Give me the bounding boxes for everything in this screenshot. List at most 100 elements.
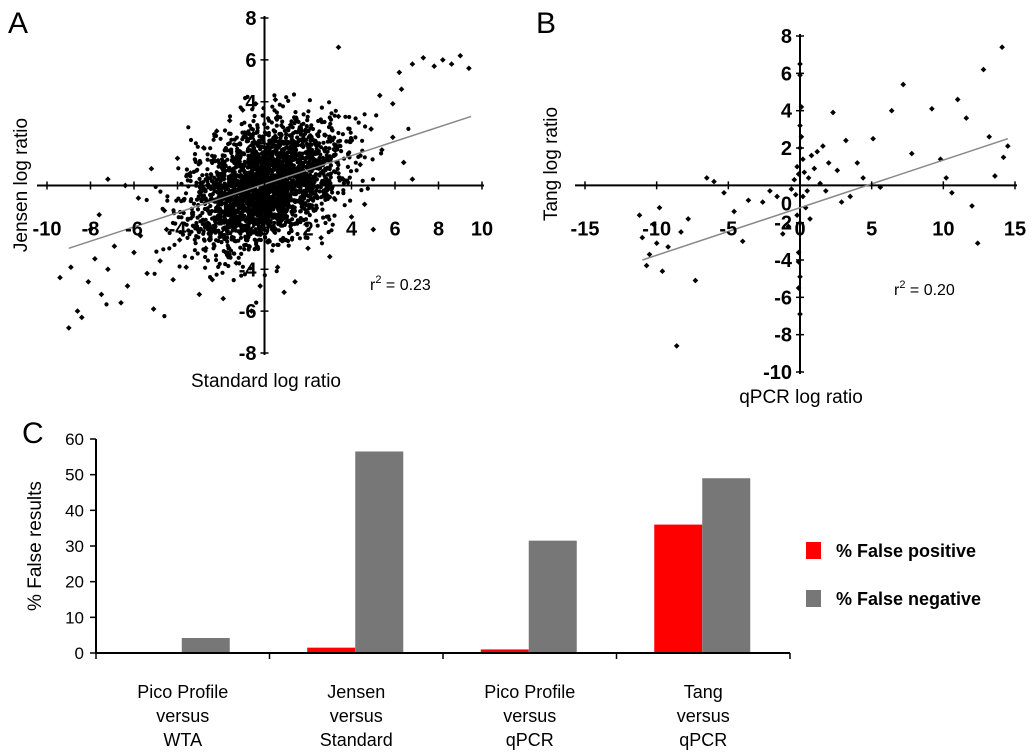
scatter-point xyxy=(137,232,144,239)
scatter-a-cloud-point xyxy=(245,227,250,232)
scatter-a-cloud-point xyxy=(274,149,279,154)
scatter-point xyxy=(96,211,103,218)
scatter-point xyxy=(639,234,646,241)
scatter-b-r2: r2 = 0.20 xyxy=(894,279,955,299)
scatter-a-cloud-point xyxy=(342,203,347,208)
scatter-a-cloud-point xyxy=(283,157,288,162)
y-tick-label: 60 xyxy=(65,430,84,449)
scatter-a-cloud-point xyxy=(362,155,367,160)
scatter-a-cloud-point xyxy=(295,231,300,237)
scatter-a-cloud-point xyxy=(185,178,190,183)
scatter-point xyxy=(161,207,168,214)
scatter-a-cloud-point xyxy=(370,177,376,182)
scatter-point xyxy=(111,243,118,250)
y-tick-label: 6 xyxy=(781,63,792,85)
scatter-a-cloud-point xyxy=(284,141,290,147)
y-tick-label: -2 xyxy=(239,217,257,239)
y-tick-label: 20 xyxy=(65,573,84,592)
x-tick-label: 2 xyxy=(302,219,313,241)
scatter-point xyxy=(457,52,464,59)
scatter-a-cloud-point xyxy=(239,212,244,218)
scatter-a-cloud-point xyxy=(277,102,282,107)
scatter-a-cloud-point xyxy=(200,173,205,178)
scatter-a-cloud-point xyxy=(144,197,149,203)
legend-label: % False positive xyxy=(836,541,976,561)
scatter-a-cloud-point xyxy=(287,218,292,223)
scatter-point xyxy=(287,121,294,128)
scatter-a-cloud-point xyxy=(328,175,333,180)
scatter-a-cloud-point xyxy=(265,239,270,244)
scatter-point xyxy=(379,147,385,153)
scatter-point xyxy=(692,277,699,284)
scatter-a-cloud-point xyxy=(214,205,219,211)
scatter-a-cloud-point xyxy=(193,159,198,164)
scatter-point xyxy=(834,167,841,174)
scatter-a-cloud-point xyxy=(243,237,249,243)
scatter-a-cloud-point xyxy=(238,235,244,240)
scatter-point xyxy=(800,193,806,200)
scatter-b-axes: -15 -10 -5 0 5 10 15 -10 -8 -6 -4 -2 2 4 6 8 0 xyxy=(571,26,1027,384)
scatter-point xyxy=(396,69,403,76)
x-tick-label: 6 xyxy=(389,219,400,241)
scatter-a-cloud-point xyxy=(264,174,269,179)
scatter-point xyxy=(721,189,727,196)
scatter-a-cloud-point xyxy=(235,221,240,226)
scatter-a-cloud-point xyxy=(316,118,321,124)
scatter-a-cloud-point xyxy=(321,215,326,220)
scatter-a-cloud-point xyxy=(301,189,306,194)
scatter-a-cloud-point xyxy=(205,175,210,181)
scatter-a-cloud-point xyxy=(306,203,311,208)
scatter-a-cloud-point xyxy=(162,314,167,319)
scatter-a-cloud-point xyxy=(305,235,310,240)
scatter-a-cloud-point xyxy=(172,242,177,247)
scatter-a-cloud-point xyxy=(228,231,233,236)
scatter-a-cloud-point xyxy=(198,213,203,218)
scatter-point xyxy=(908,150,915,157)
scatter-a-cloud-point xyxy=(224,197,229,202)
scatter-a-cloud-point xyxy=(311,208,316,213)
scatter-a-cloud-point xyxy=(165,198,170,203)
scatter-a-cloud-point xyxy=(223,147,228,152)
scatter-a-cloud-point xyxy=(265,203,270,209)
scatter-a-cloud-point xyxy=(292,166,298,172)
scatter-a-cloud-point xyxy=(225,239,230,244)
scatter-a-cloud-point xyxy=(325,196,330,202)
scatter-a-cloud-point xyxy=(309,123,314,128)
scatter-a-cloud-point xyxy=(345,151,351,156)
scatter-a-cloud-point xyxy=(223,212,228,217)
scatter-a-cloud-point xyxy=(283,135,288,140)
scatter-a-cloud-point xyxy=(231,189,236,194)
scatter-a-cloud-point xyxy=(298,209,303,214)
scatter-point xyxy=(466,65,472,72)
scatter-a-cloud-point xyxy=(344,178,350,183)
scatter-a-cloud-point xyxy=(290,211,295,216)
scatter-a-cloud-point xyxy=(365,186,370,191)
scatter-a-cloud-point xyxy=(191,224,196,229)
scatter-a-cloud-point xyxy=(245,165,250,170)
scatter-a-cloud-point xyxy=(309,177,315,182)
scatter-a-cloud-point xyxy=(327,146,332,151)
scatter-a-cloud-point xyxy=(238,163,243,168)
scatter-a-cloud-point xyxy=(201,186,206,191)
scatter-a-cloud-point xyxy=(229,207,234,212)
scatter-a-cloud-point xyxy=(258,157,263,163)
scatter-point xyxy=(767,188,773,194)
scatter-a-cloud-point xyxy=(329,228,334,233)
x-tick-label: -5 xyxy=(719,218,737,240)
scatter-a-cloud-point xyxy=(320,207,325,212)
scatter-a-cloud-point xyxy=(345,164,350,169)
scatter-point xyxy=(774,193,780,200)
scatter-a-cloud-point xyxy=(222,153,227,158)
scatter-a-cloud-point xyxy=(306,135,311,140)
scatter-a-cloud-point xyxy=(245,191,251,196)
scatter-a-cloud-point xyxy=(231,201,236,206)
scatter-a-cloud-point xyxy=(205,258,210,263)
scatter-a-cloud-point xyxy=(336,171,341,176)
scatter-a-cloud-point xyxy=(240,130,245,135)
scatter-a-cloud-point xyxy=(325,149,330,154)
scatter-a-cloud-point xyxy=(243,133,248,138)
scatter-a-cloud-point xyxy=(317,173,322,178)
scatter-a-cloud-point xyxy=(325,188,330,193)
scatter-a-cloud-point xyxy=(332,213,337,218)
